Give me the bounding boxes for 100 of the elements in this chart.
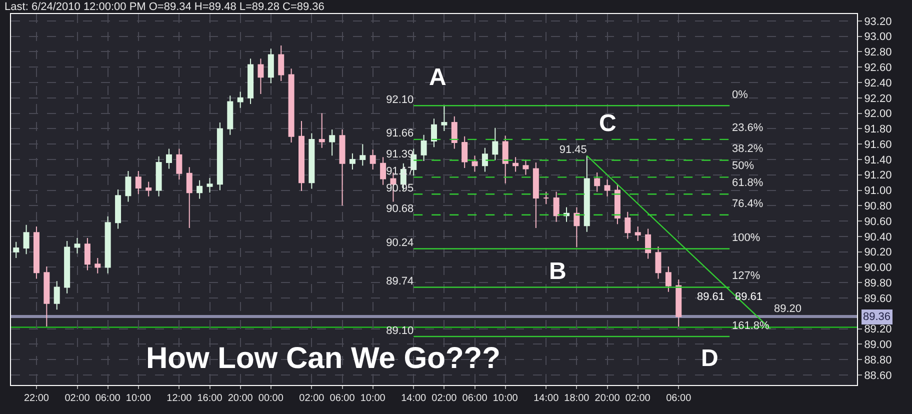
- y-tick-label: 89.20: [864, 324, 892, 336]
- candlestick: [125, 170, 132, 202]
- x-tick-label: 06:00: [330, 393, 356, 404]
- candlestick: [574, 206, 580, 248]
- series-label: 61.8%: [732, 177, 764, 189]
- x-tick-label: 18:00: [564, 393, 590, 404]
- candlestick: [54, 280, 60, 310]
- candlestick: [420, 134, 427, 162]
- y-tick-label: 92.60: [864, 62, 892, 74]
- annotation: D: [701, 345, 718, 372]
- candlestick: [94, 258, 101, 274]
- y-tick-label: 89.60: [864, 292, 892, 305]
- candlestick: [553, 191, 560, 222]
- candlestick: [614, 184, 620, 225]
- x-tick-label: 06:00: [95, 393, 121, 404]
- candlestick: [104, 216, 111, 274]
- x-tick-label: 16:00: [197, 393, 223, 404]
- candlestick: [258, 58, 264, 95]
- candlestick: [216, 122, 223, 191]
- annotation: How Low Can We Go???: [146, 342, 500, 375]
- y-tick-label: 90.80: [864, 200, 892, 213]
- candlestick: [176, 148, 182, 180]
- candlestick: [462, 136, 468, 168]
- y-tick-label: 91.80: [864, 124, 892, 136]
- y-tick-label: 93.00: [864, 31, 892, 44]
- x-tick-label: 22:00: [24, 393, 50, 404]
- candlestick: [624, 211, 631, 240]
- data-label: 90.68: [386, 203, 414, 216]
- series-label: 23.6%: [732, 122, 764, 134]
- x-tick-label: 14:00: [401, 393, 427, 404]
- candlestick: [268, 48, 274, 84]
- candlestick: [370, 148, 376, 170]
- y-tick-label: 90.00: [864, 262, 892, 274]
- candlestick: [349, 152, 356, 170]
- y-tick-label: 88.80: [864, 354, 892, 366]
- x-tick-label: 12:00: [166, 393, 192, 404]
- y-tick-label: 92.80: [864, 46, 892, 59]
- y-tick-label: 90.20: [864, 246, 892, 259]
- candlestick: [532, 162, 539, 228]
- candlestick: [318, 112, 325, 148]
- candlestick: [502, 135, 508, 184]
- y-tick-label: 91.40: [864, 154, 892, 166]
- candlestick: [237, 91, 244, 108]
- candlestick: [64, 240, 70, 294]
- y-tick-label: 91.60: [864, 138, 892, 151]
- candlestick: [512, 156, 519, 172]
- candlestick: [135, 170, 142, 195]
- candlestick: [431, 118, 437, 148]
- y-tick-label: 88.60: [864, 370, 892, 382]
- series-label: 50%: [732, 160, 754, 172]
- candlestick: [339, 128, 346, 206]
- y-tick-label: 93.20: [864, 16, 892, 28]
- chart-title: Last: 6/24/2010 12:00:00 PM O=89.34 H=89.48 L=89.28 C=89.36: [4, 0, 324, 13]
- data-label: 91.66: [386, 128, 414, 140]
- series-label: 0%: [732, 89, 748, 101]
- candlestick: [676, 279, 682, 327]
- candlestick: [288, 68, 294, 144]
- y-tick-label: 92.40: [864, 77, 892, 90]
- y-tick-label: 89.00: [864, 339, 892, 352]
- x-tick-label: 02:00: [64, 393, 90, 404]
- candlestick: [522, 158, 529, 176]
- candlestick: [329, 128, 336, 156]
- candlestick: [380, 156, 386, 186]
- candlestick: [44, 266, 50, 327]
- x-tick-label: 10:00: [492, 393, 518, 404]
- data-label: 89.74: [386, 276, 414, 288]
- candlestick: [594, 172, 600, 192]
- annotation: C: [599, 110, 616, 137]
- y-tick-label: 91.00: [864, 185, 892, 198]
- candlestick: [206, 177, 213, 194]
- x-tick-label: 06:00: [462, 393, 488, 404]
- candlestick: [74, 237, 80, 254]
- annotation: 89.61: [697, 291, 725, 303]
- y-tick-label: 92.00: [864, 108, 892, 120]
- candlestick: [665, 266, 672, 292]
- data-label: 92.10: [386, 94, 414, 106]
- annotation: B: [549, 258, 566, 285]
- data-label: 91.39: [386, 148, 414, 160]
- x-tick-label: 02:00: [625, 393, 651, 404]
- x-tick-label: 20:00: [228, 393, 254, 404]
- candlestick: [472, 155, 478, 172]
- candlestick: [33, 226, 40, 280]
- y-tick-label: 90.40: [864, 231, 892, 244]
- x-tick-label: 02:00: [299, 393, 325, 404]
- candlestick: [298, 120, 304, 192]
- series-label: 38.2%: [732, 143, 764, 155]
- candlestick: [645, 228, 652, 260]
- y-tick-label: 89.80: [864, 277, 892, 290]
- x-tick-label: 06:00: [666, 393, 692, 404]
- candlestick: [655, 246, 662, 280]
- data-label: 89.10: [386, 324, 414, 337]
- x-tick-label: 14:00: [534, 393, 560, 404]
- candlestick: [115, 188, 122, 230]
- candlestick: [84, 237, 90, 271]
- series-label: 76.4%: [732, 198, 764, 210]
- candlestick: [166, 148, 172, 170]
- candlestick: [278, 45, 284, 82]
- candlestick: [543, 191, 550, 205]
- x-tick-label: 10:00: [360, 393, 386, 404]
- series-label: 127%: [732, 270, 760, 282]
